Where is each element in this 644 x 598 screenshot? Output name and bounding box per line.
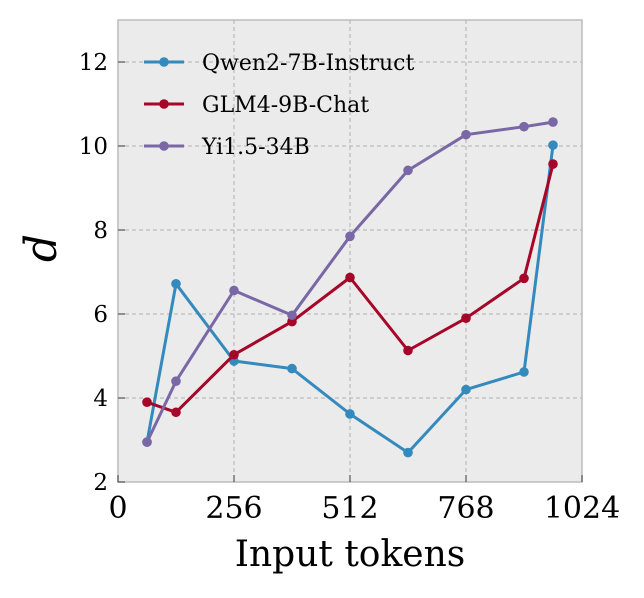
y-axis-label: d bbox=[16, 234, 67, 262]
series-1 bbox=[142, 159, 558, 418]
data-point bbox=[229, 285, 239, 296]
x-tick-label: 256 bbox=[205, 491, 262, 526]
grid bbox=[118, 20, 582, 482]
legend-marker bbox=[159, 99, 169, 109]
legend: Qwen2-7B-Instruct GLM4-9B-Chat Yi1.5-34B bbox=[144, 51, 414, 160]
data-point bbox=[403, 447, 413, 458]
data-point bbox=[461, 313, 471, 324]
y-tick-label: 8 bbox=[93, 218, 108, 244]
series-layer bbox=[142, 117, 558, 458]
x-tick-label: 768 bbox=[437, 491, 494, 526]
data-point bbox=[519, 273, 529, 284]
legend-item: GLM4-9B-Chat bbox=[144, 93, 369, 118]
data-point bbox=[403, 345, 413, 356]
data-point bbox=[461, 384, 471, 395]
data-point bbox=[461, 129, 471, 140]
y-tick-label: 2 bbox=[93, 470, 108, 496]
data-point bbox=[548, 117, 558, 127]
data-point bbox=[345, 409, 355, 419]
data-point bbox=[171, 376, 181, 387]
data-point bbox=[287, 363, 297, 374]
data-point bbox=[171, 407, 181, 418]
data-point bbox=[548, 140, 558, 150]
data-point bbox=[345, 231, 355, 242]
legend-label: Yi1.5-34B bbox=[201, 135, 310, 160]
y-tick-label: 10 bbox=[79, 134, 108, 160]
data-point bbox=[519, 367, 529, 377]
data-point bbox=[142, 437, 152, 447]
data-point bbox=[287, 310, 297, 321]
legend-label: Qwen2-7B-Instruct bbox=[202, 51, 414, 76]
axis-ticks: 0 256 512 768 1024 2 4 6 8 10 12 bbox=[79, 50, 620, 526]
x-tick-label: 0 bbox=[108, 491, 127, 526]
data-point bbox=[345, 272, 355, 283]
data-point bbox=[142, 397, 152, 408]
y-tick-label: 12 bbox=[79, 50, 108, 76]
x-tick-label: 1024 bbox=[544, 491, 620, 526]
data-point bbox=[548, 159, 558, 169]
legend-marker bbox=[159, 141, 169, 151]
data-point bbox=[171, 278, 181, 289]
data-point bbox=[519, 121, 529, 132]
series-2 bbox=[142, 117, 558, 447]
legend-label: GLM4-9B-Chat bbox=[202, 93, 369, 118]
data-point bbox=[229, 349, 239, 360]
x-axis-label: Input tokens bbox=[235, 534, 465, 575]
y-tick-label: 6 bbox=[93, 302, 108, 328]
legend-item: Qwen2-7B-Instruct bbox=[144, 51, 414, 76]
x-tick-label: 512 bbox=[321, 491, 378, 526]
legend-item: Yi1.5-34B bbox=[144, 135, 310, 160]
y-tick-label: 4 bbox=[93, 386, 108, 412]
legend-marker bbox=[159, 57, 169, 67]
data-point bbox=[403, 165, 413, 176]
